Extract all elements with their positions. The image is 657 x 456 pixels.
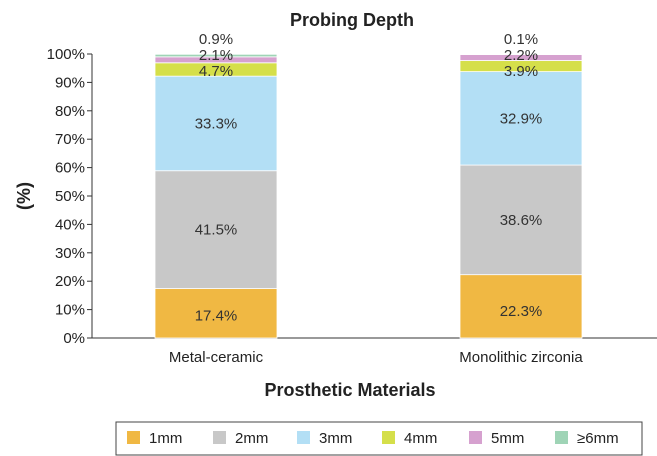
legend-box — [115, 421, 643, 456]
legend-swatch — [469, 431, 482, 444]
data-label: 2.2% — [504, 47, 538, 64]
legend: 1mm 2mm 3mm 4mm 5mm ≥6mm — [115, 421, 643, 456]
data-label: 17.4% — [195, 308, 238, 325]
legend-label: 1mm — [149, 430, 182, 447]
legend-label: 3mm — [319, 430, 352, 447]
data-label: 22.3% — [500, 303, 543, 320]
y-tick-label: 0% — [63, 330, 85, 347]
x-tick-label: Metal-ceramic — [169, 349, 264, 366]
y-tick-label: 30% — [55, 245, 85, 262]
legend-swatch — [127, 431, 140, 444]
legend-swatch — [297, 431, 310, 444]
legend-label: 4mm — [404, 430, 437, 447]
bar-segment — [459, 164, 583, 276]
data-label: 0.9% — [199, 31, 233, 48]
x-axis-label: Prosthetic Materials — [264, 380, 435, 400]
legend-swatch — [213, 431, 226, 444]
y-tick-label: 20% — [55, 273, 85, 290]
y-tick-label: 100% — [47, 46, 85, 63]
data-label: 3.9% — [504, 63, 538, 80]
legend-label: 5mm — [491, 430, 524, 447]
y-tick-label: 40% — [55, 216, 85, 233]
bar-segment — [154, 53, 278, 58]
data-label: 41.5% — [195, 222, 238, 239]
bar-segment — [459, 274, 583, 339]
legend-swatch — [555, 431, 568, 444]
bar-segment — [154, 75, 278, 172]
bar-segment — [459, 71, 583, 166]
y-tick-label: 10% — [55, 302, 85, 319]
data-labels: 17.4% 41.5% 33.3% 4.7%2.1%0.9% 22.3% 38.6% 32.… — [195, 31, 543, 325]
data-label: 4.7% — [199, 63, 233, 80]
legend-label: 2mm — [235, 430, 268, 447]
y-tick-label: 50% — [55, 188, 85, 205]
bar-segment — [154, 170, 278, 289]
bars — [154, 53, 583, 339]
data-label: 38.6% — [500, 212, 543, 229]
legend-swatch — [382, 431, 395, 444]
x-tick-label: Monolithic zirconia — [459, 349, 583, 366]
y-tick-label: 90% — [55, 74, 85, 91]
chart-title: Probing Depth — [290, 10, 414, 30]
y-tick-label: 60% — [55, 160, 85, 177]
bar-segment — [459, 53, 583, 56]
data-label: 2.1% — [199, 47, 233, 64]
data-label: 0.1% — [504, 31, 538, 48]
bar-segment — [154, 288, 278, 339]
y-tick-label: 80% — [55, 103, 85, 120]
data-label: 33.3% — [195, 115, 238, 132]
legend-label: ≥6mm — [577, 430, 619, 447]
y-tick-label: 70% — [55, 131, 85, 148]
y-axis-label: (%) — [14, 182, 34, 210]
data-label: 32.9% — [500, 110, 543, 127]
